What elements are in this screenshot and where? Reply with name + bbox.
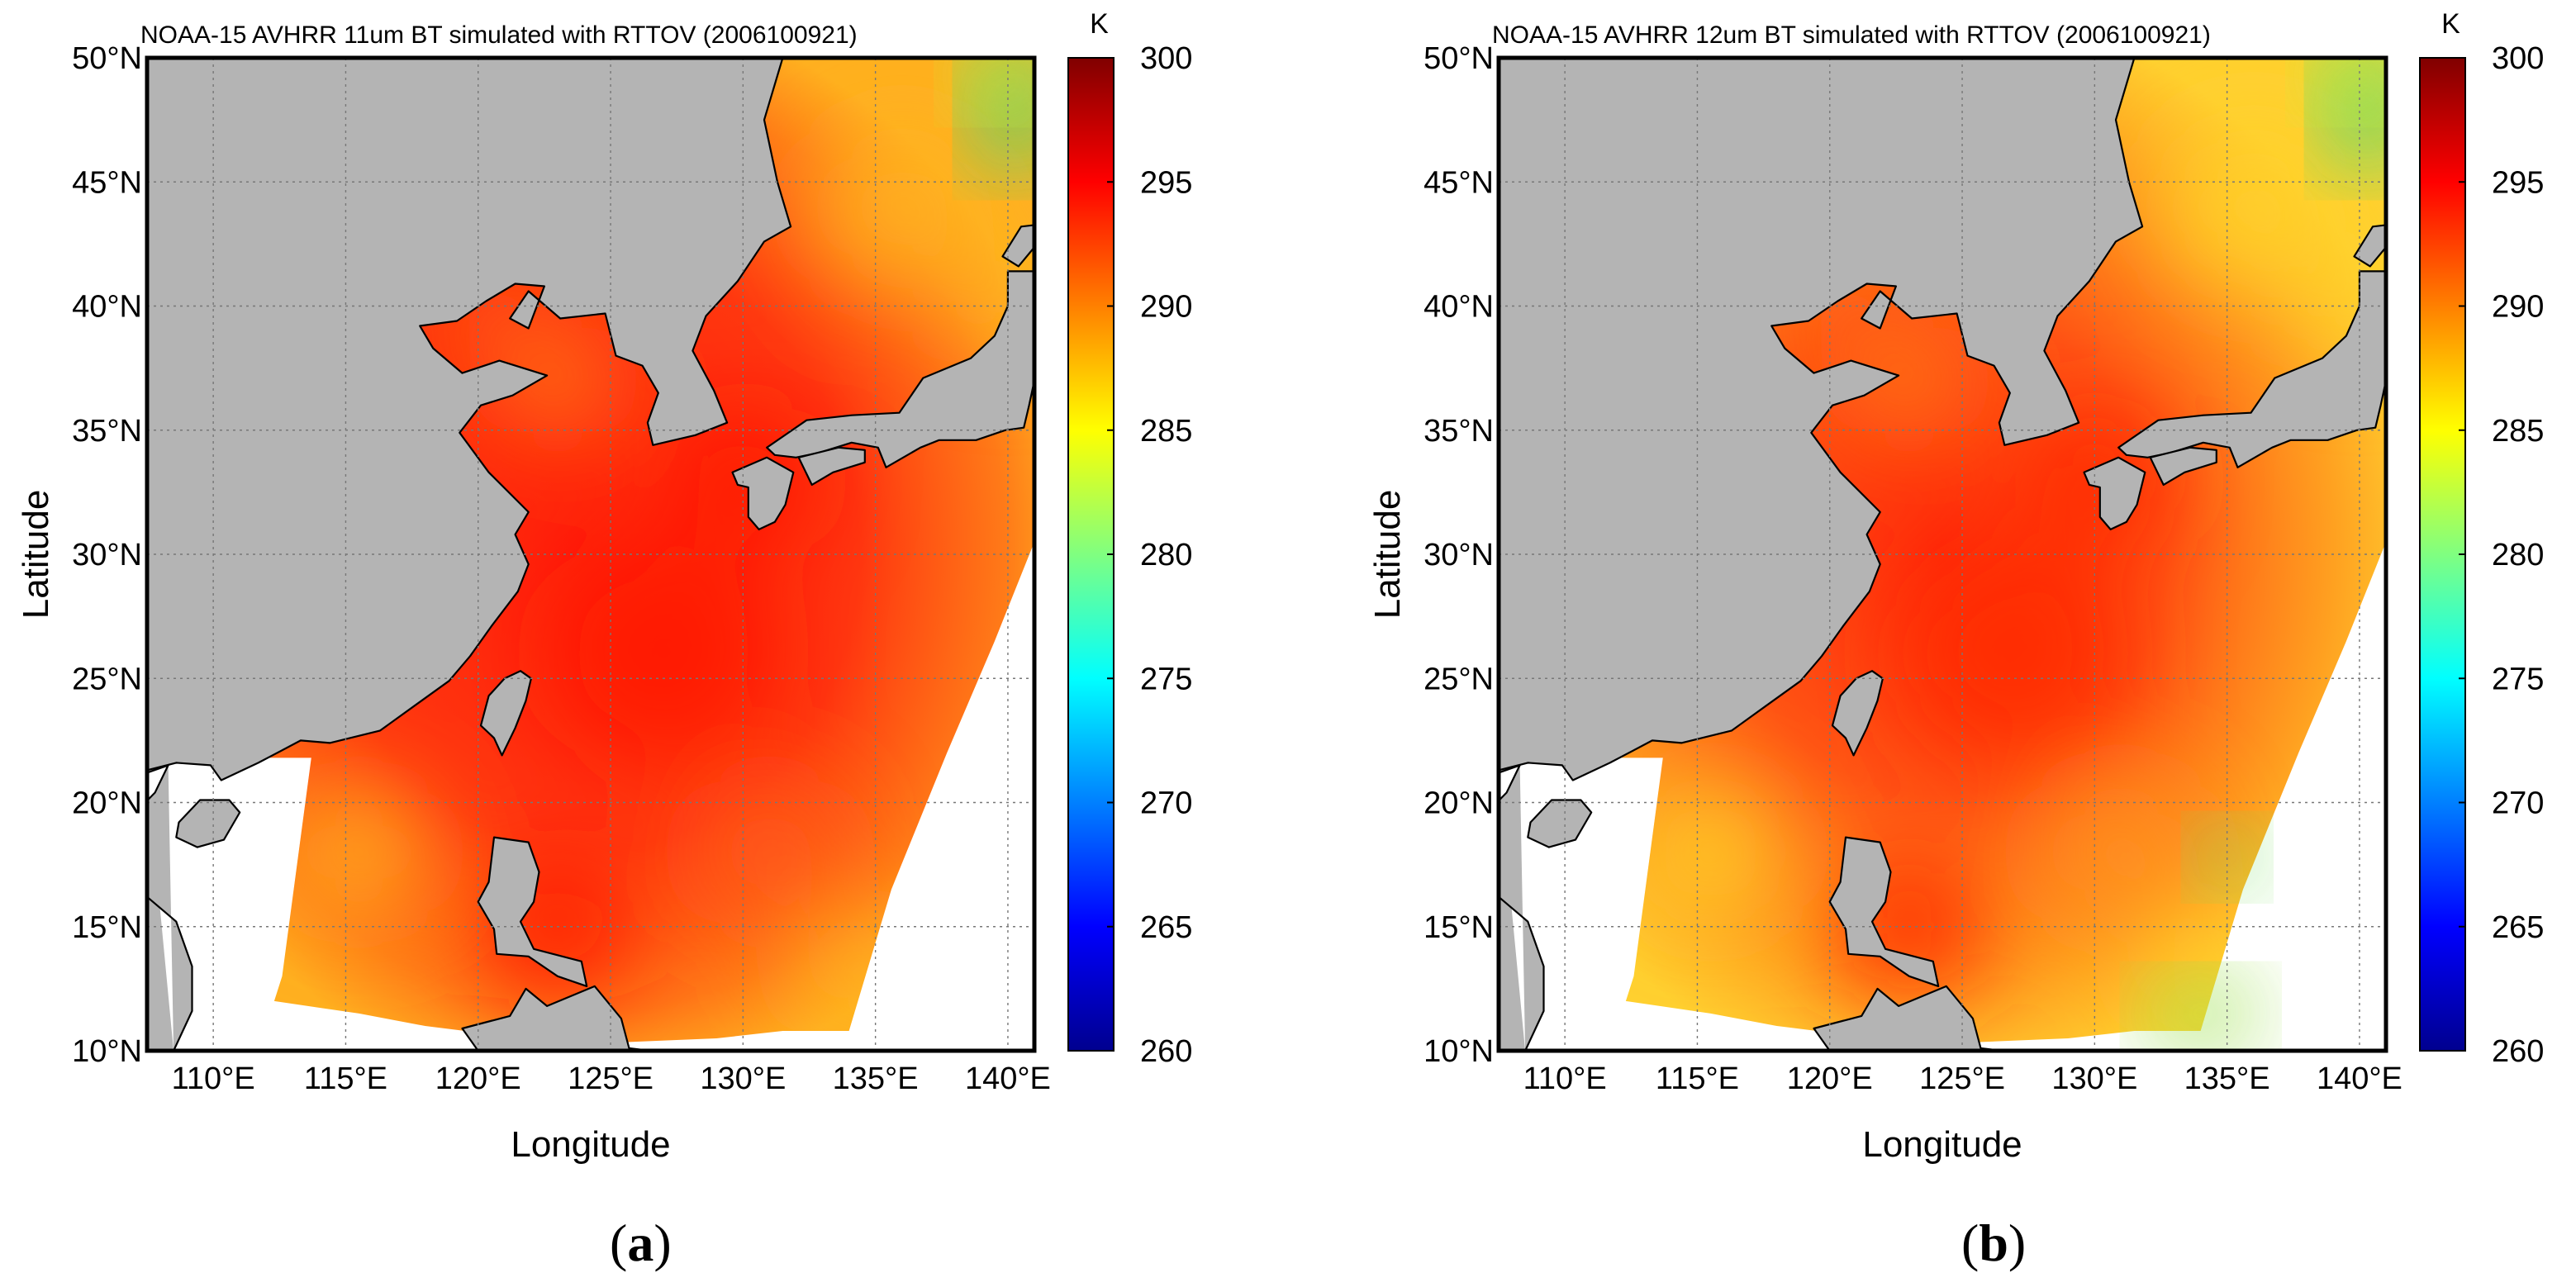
colorbar-tick-label: 285: [1140, 414, 1192, 449]
colorbar-tick-label: 290: [2492, 290, 2544, 325]
y-axis-label: Latitude: [1367, 490, 1408, 620]
colorbar-tick-label: 265: [1140, 910, 1192, 945]
colorbar-tick-label: 270: [1140, 786, 1192, 821]
bt-structure: [290, 120, 1034, 1036]
map-frame: [1496, 55, 2388, 1053]
lon-tick-label: 135°E: [833, 1061, 919, 1096]
land-indochina: [1499, 765, 1544, 1051]
lat-tick-label: 45°N: [1423, 165, 1494, 200]
lat-tick-label: 20°N: [72, 786, 142, 821]
x-axis-label: Longitude: [1862, 1124, 2022, 1165]
map-title: NOAA-15 AVHRR 11um BT simulated with RTT…: [140, 21, 858, 49]
lat-tick-label: 30°N: [1423, 538, 1494, 572]
panel-label-b: (b): [1961, 1213, 2027, 1272]
panel-label-a: (a): [610, 1213, 672, 1272]
colorbar-tick-label: 265: [2492, 910, 2544, 945]
map-frame: [145, 55, 1037, 1053]
lon-tick-label: 125°E: [1919, 1061, 2005, 1096]
lon-tick-label: 140°E: [2317, 1061, 2403, 1096]
lat-tick-label: 15°N: [1423, 910, 1494, 945]
lat-tick-label: 30°N: [72, 538, 142, 572]
map-content: [1499, 58, 2386, 1051]
land-hokkaido: [1001, 224, 1034, 268]
land-luzon: [477, 836, 588, 988]
colorbar-tick-label: 300: [1140, 41, 1192, 76]
lat-tick-label: 50°N: [72, 41, 142, 76]
colorbar-tick-label: 260: [2492, 1034, 2544, 1069]
lon-tick-label: 110°E: [172, 1061, 255, 1096]
land-shikoku: [797, 446, 866, 487]
graticule: [147, 58, 1034, 1051]
lon-tick-label: 115°E: [304, 1061, 387, 1096]
panel-b: NOAA-15 AVHRR 12um BT simulated with RTT…: [1352, 0, 2576, 1287]
land-hainan: [175, 799, 241, 848]
lon-tick-label: 130°E: [2051, 1061, 2137, 1096]
lat-tick-label: 50°N: [1423, 41, 1494, 76]
colorbar-tick-label: 295: [2492, 165, 2544, 200]
lat-tick-label: 40°N: [72, 290, 142, 325]
land-kyushu: [731, 456, 795, 531]
colorbar: [2419, 57, 2466, 1052]
land-luzon: [1828, 836, 1940, 988]
lon-tick-label: 110°E: [1523, 1061, 1607, 1096]
lat-tick-label: 35°N: [1423, 414, 1494, 449]
panel-a: NOAA-15 AVHRR 11um BT simulated with RTT…: [16, 8, 1192, 1272]
land-hainan: [1527, 799, 1593, 848]
colorbar-unit: K: [1090, 8, 1109, 40]
colorbar-tick-label: 290: [1140, 290, 1192, 325]
lat-tick-label: 20°N: [1423, 786, 1494, 821]
lon-tick-label: 140°E: [965, 1061, 1051, 1096]
lat-tick-label: 25°N: [72, 662, 142, 696]
colorbar-tick-label: 275: [2492, 662, 2544, 696]
map-figure-b: NOAA-15 AVHRR 12um BT simulated with RTT…: [1367, 8, 2544, 1165]
land-indochina: [147, 765, 192, 1051]
land-taiwan: [479, 670, 533, 757]
lat-tick-label: 15°N: [72, 910, 142, 945]
land-hokkaido: [2353, 224, 2386, 268]
land-asia-mainland: [1499, 58, 2144, 781]
colorbar-tick-label: 260: [1140, 1034, 1192, 1069]
colorbar-tick-label: 280: [2492, 538, 2544, 572]
lon-tick-label: 115°E: [1656, 1061, 1739, 1096]
lat-tick-label: 40°N: [1423, 290, 1494, 325]
lat-tick-label: 10°N: [1423, 1034, 1494, 1069]
coast-indochina: [1499, 763, 1545, 1051]
lon-tick-label: 120°E: [435, 1061, 521, 1096]
lon-tick-label: 120°E: [1787, 1061, 1873, 1096]
lon-tick-label: 130°E: [700, 1061, 786, 1096]
colorbar-tick-label: 285: [2492, 414, 2544, 449]
land-asia-mainland: [147, 58, 792, 781]
colorbar-tick-label: 295: [1140, 165, 1192, 200]
y-axis-label: Latitude: [16, 490, 56, 620]
map-title: NOAA-15 AVHRR 12um BT simulated with RTT…: [1492, 21, 2211, 49]
land-kyushu: [2083, 456, 2146, 531]
lon-tick-label: 135°E: [2184, 1061, 2270, 1096]
colorbar: [1067, 57, 1115, 1052]
land-taiwan: [1831, 670, 1884, 757]
lat-tick-label: 45°N: [72, 165, 142, 200]
map-figure-a: NOAA-15 AVHRR 11um BT simulated with RTT…: [16, 8, 1192, 1165]
graticule: [1499, 58, 2386, 1051]
lat-tick-label: 10°N: [72, 1034, 142, 1069]
x-axis-label: Longitude: [511, 1124, 670, 1165]
colorbar-tick-label: 280: [1140, 538, 1192, 572]
coast-indochina: [147, 763, 193, 1051]
colorbar-tick-label: 270: [2492, 786, 2544, 821]
land-shikoku: [2149, 446, 2217, 487]
lon-tick-label: 125°E: [568, 1061, 654, 1096]
colorbar-unit: K: [2441, 8, 2460, 40]
map-content: [147, 58, 1034, 1051]
lat-tick-label: 35°N: [72, 414, 142, 449]
colorbar-tick-label: 300: [2492, 41, 2544, 76]
colorbar-tick-label: 275: [1140, 662, 1192, 696]
lat-tick-label: 25°N: [1423, 662, 1494, 696]
